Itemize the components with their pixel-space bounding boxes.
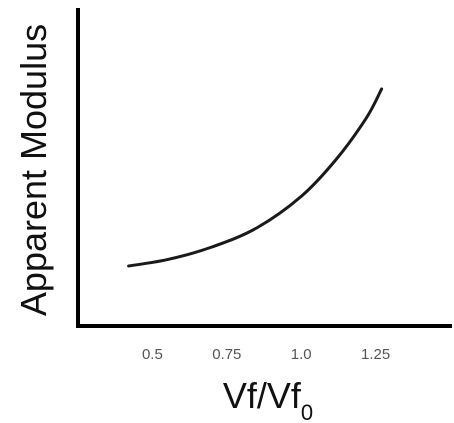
x-tick-label: 1.25 xyxy=(361,346,390,363)
x-tick-label: 0.75 xyxy=(212,346,241,363)
series-line xyxy=(127,87,384,268)
x-axis-label-subscript: 0 xyxy=(301,400,313,423)
x-axis-label: Vf/Vf0 xyxy=(223,375,313,423)
x-tick-label: 1.0 xyxy=(291,346,312,363)
x-tick-labels: 0.5 0.75 1.0 1.25 xyxy=(142,346,390,363)
x-tick-label: 0.5 xyxy=(142,346,163,363)
x-axis-label-main: Vf/Vf xyxy=(223,375,302,416)
y-axis-label: Apparent Modulus xyxy=(13,24,54,316)
